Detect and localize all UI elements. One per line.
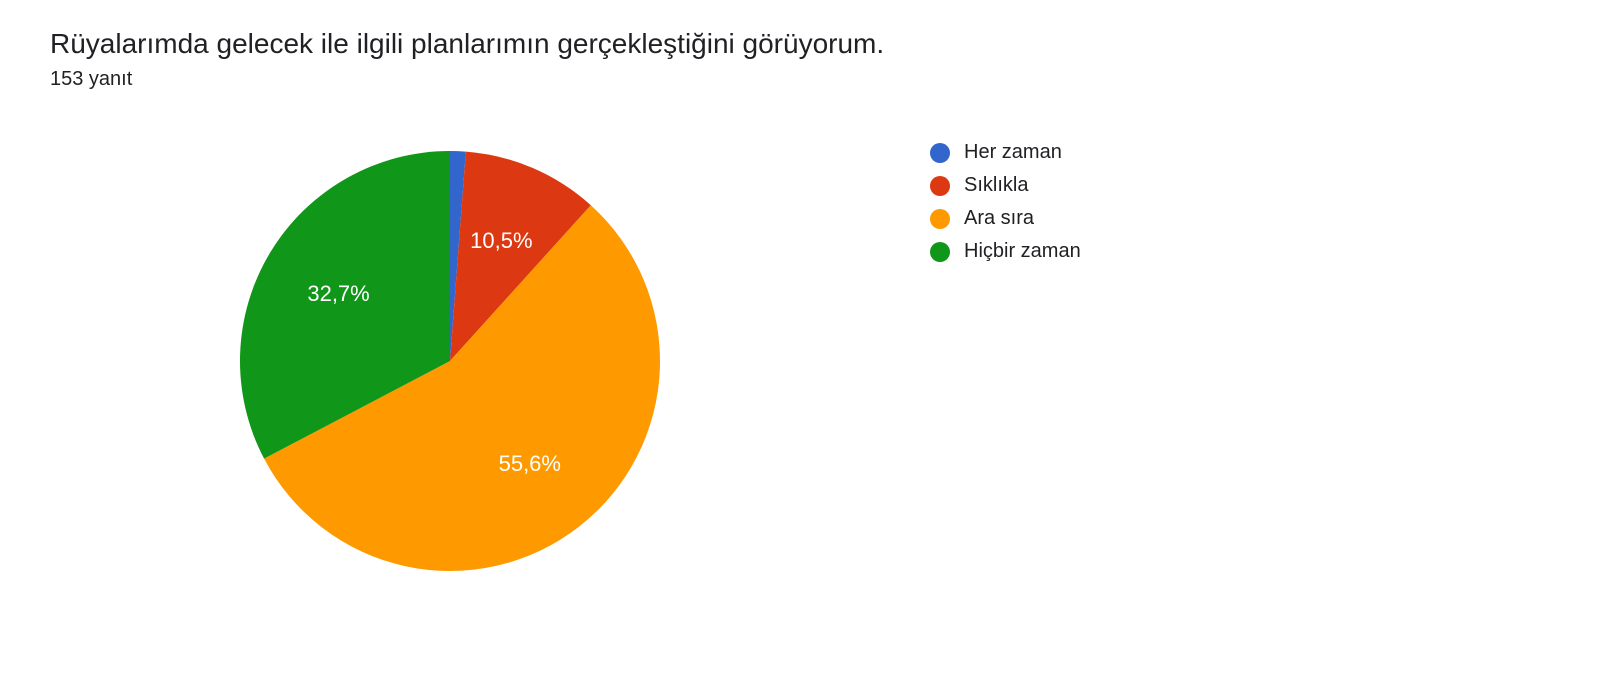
legend-swatch bbox=[930, 143, 950, 163]
legend: Her zaman Sıklıkla Ara sıra Hiçbir zaman bbox=[930, 121, 1081, 273]
slice-label: 10,5% bbox=[470, 228, 532, 254]
slice-label: 55,6% bbox=[499, 451, 561, 477]
legend-label: Ara sıra bbox=[964, 207, 1034, 230]
legend-label: Sıklıkla bbox=[964, 174, 1028, 197]
legend-swatch bbox=[930, 209, 950, 229]
response-count: 153 yanıt bbox=[50, 68, 1550, 91]
chart-title: Rüyalarımda gelecek ile ilgili planlarım… bbox=[50, 28, 1550, 60]
legend-item[interactable]: Ara sıra bbox=[930, 207, 1081, 230]
legend-item[interactable]: Her zaman bbox=[930, 141, 1081, 164]
chart-area: 10,5% 55,6% 32,7% Her zaman Sıklıkla Ara sır… bbox=[50, 121, 1550, 601]
legend-label: Her zaman bbox=[964, 141, 1062, 164]
legend-item[interactable]: Sıklıkla bbox=[930, 174, 1081, 197]
legend-label: Hiçbir zaman bbox=[964, 240, 1081, 263]
slice-label: 32,7% bbox=[307, 281, 369, 307]
legend-item[interactable]: Hiçbir zaman bbox=[930, 240, 1081, 263]
chart-container: Rüyalarımda gelecek ile ilgili planlarım… bbox=[0, 0, 1600, 629]
legend-swatch bbox=[930, 176, 950, 196]
pie-chart: 10,5% 55,6% 32,7% bbox=[50, 121, 850, 601]
legend-swatch bbox=[930, 242, 950, 262]
pie-svg bbox=[50, 121, 850, 601]
